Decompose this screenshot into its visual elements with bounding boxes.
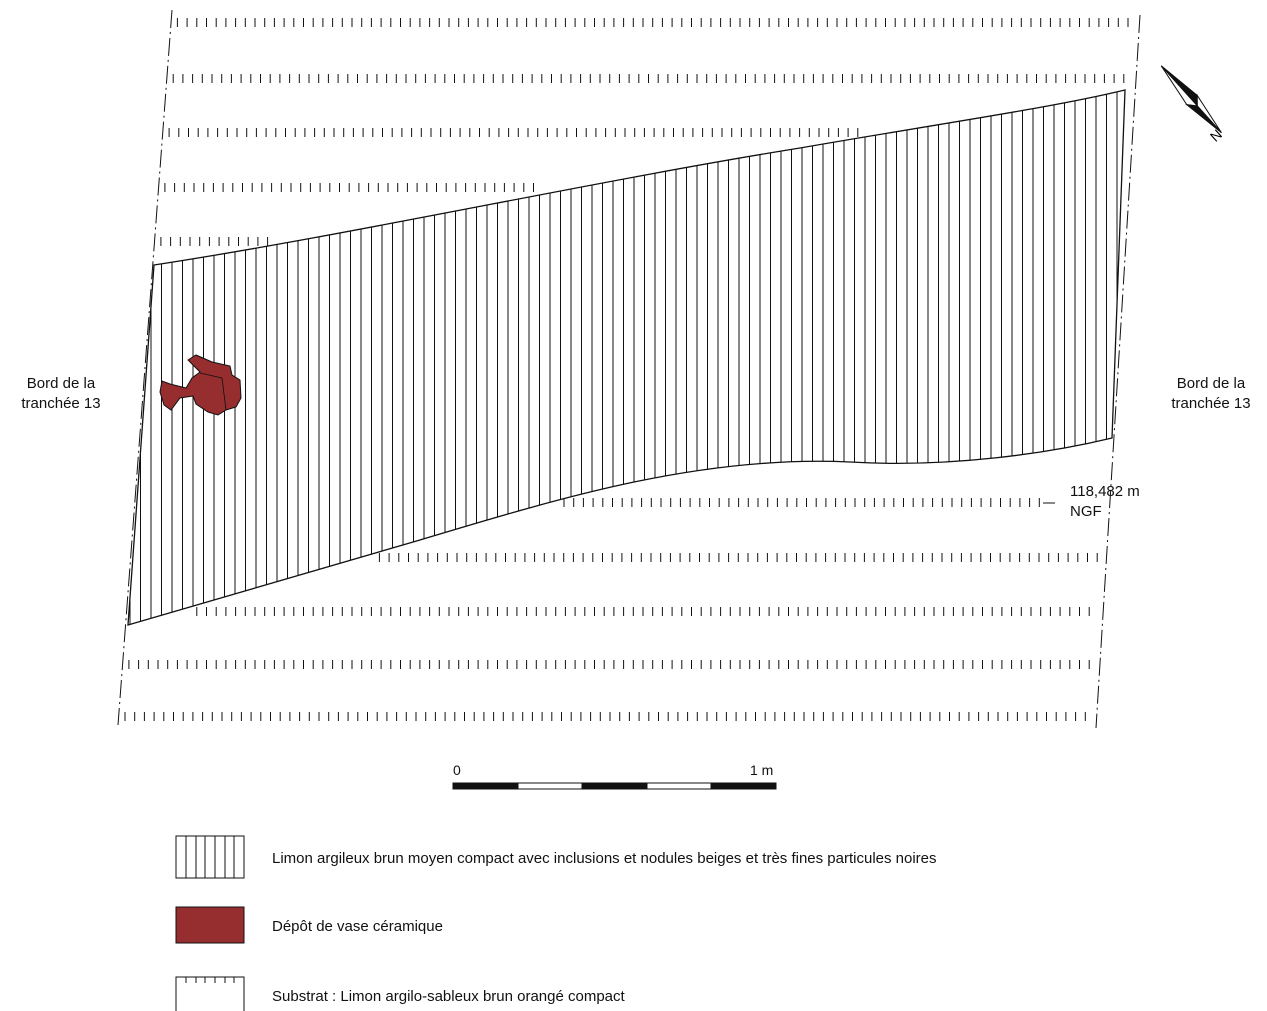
vase-crack bbox=[221, 377, 227, 411]
north-letter: N bbox=[1207, 126, 1225, 145]
legend-swatch-substrate bbox=[175, 976, 245, 1011]
scale-bar bbox=[452, 782, 777, 790]
scale-end-label: 1 m bbox=[750, 762, 774, 778]
substrate-hatching bbox=[124, 18, 1129, 721]
trench-edge-left bbox=[117, 9, 173, 726]
trench-edge-right bbox=[1095, 14, 1141, 729]
legend-swatch-vase bbox=[175, 906, 245, 944]
scale-start-label: 0 bbox=[453, 762, 461, 778]
legend-swatch-fill bbox=[175, 835, 245, 879]
vase-crack bbox=[199, 372, 223, 379]
right-edge-label: Bord de la tranchée 13 bbox=[1171, 375, 1251, 412]
fill-hatching bbox=[129, 90, 1118, 625]
legend-text-vase: Dépôt de vase céramique bbox=[272, 918, 443, 935]
left-edge-label: Bord de la tranchée 13 bbox=[21, 375, 101, 412]
fill-outline bbox=[127, 89, 1126, 626]
vase-fragment-main bbox=[159, 354, 242, 416]
elevation-label: 118,482 m NGF bbox=[1070, 483, 1140, 520]
legend-text-substrate: Substrat : Limon argilo-sableux brun ora… bbox=[272, 988, 625, 1005]
legend-text-fill: Limon argileux brun moyen compact avec i… bbox=[272, 850, 937, 867]
north-arrow-icon bbox=[1160, 65, 1222, 134]
